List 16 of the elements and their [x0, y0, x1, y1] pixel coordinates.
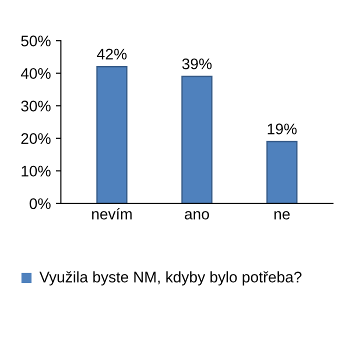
- x-tick-label: ano: [184, 211, 210, 220]
- y-tick-label: 30%: [21, 100, 51, 112]
- y-tick-label: 40%: [20, 68, 51, 79]
- data-label: 39%: [182, 58, 212, 70]
- x-tick-label: nevím: [92, 208, 132, 220]
- y-tick-label: 10%: [22, 166, 51, 177]
- x-tick-label: ne: [274, 211, 290, 220]
- bar: [266, 140, 298, 204]
- y-tick-label: 0%: [30, 198, 51, 210]
- data-label: 19%: [268, 124, 297, 134]
- bar: [96, 66, 128, 204]
- bar: [181, 76, 212, 204]
- data-label: 42%: [96, 48, 127, 60]
- legend-label: Využila byste NM, kdyby bylo potřeba?: [39, 271, 302, 286]
- y-tick-label: 20%: [21, 133, 51, 144]
- y-tick-label: 50%: [21, 36, 51, 46]
